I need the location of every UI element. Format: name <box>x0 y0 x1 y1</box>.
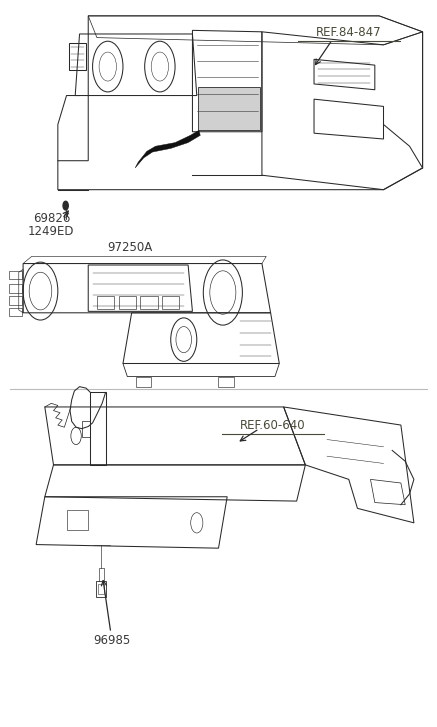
Text: REF.84-847: REF.84-847 <box>316 26 382 39</box>
Bar <box>9 270 22 279</box>
Bar <box>66 510 88 530</box>
Bar <box>218 377 234 387</box>
Text: 69826: 69826 <box>33 212 70 225</box>
Polygon shape <box>198 87 260 130</box>
Bar <box>140 296 158 309</box>
Bar <box>136 377 151 387</box>
Text: REF.60-640: REF.60-640 <box>240 419 305 432</box>
Bar <box>97 296 114 309</box>
Bar <box>98 584 104 594</box>
Text: 1249ED: 1249ED <box>28 225 75 238</box>
Text: 97250A: 97250A <box>107 241 152 254</box>
Bar <box>118 296 136 309</box>
Bar <box>162 296 180 309</box>
Text: 96985: 96985 <box>94 634 131 646</box>
Bar <box>96 581 107 597</box>
Circle shape <box>63 201 68 210</box>
Polygon shape <box>135 130 200 168</box>
Bar <box>9 284 22 292</box>
Bar <box>9 308 22 316</box>
Bar <box>9 296 22 305</box>
